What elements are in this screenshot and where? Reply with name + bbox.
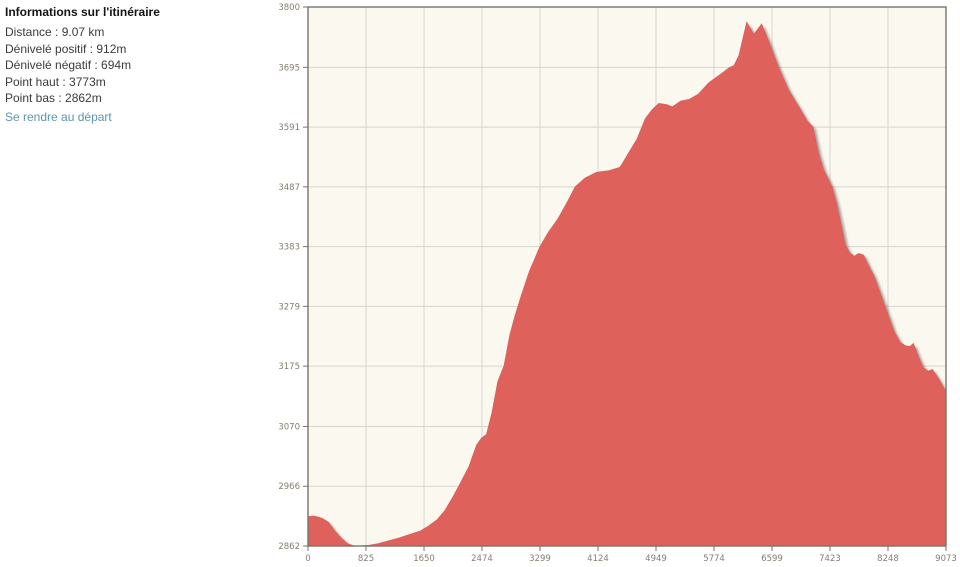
x-axis-tick-label: 7423 xyxy=(819,554,841,564)
x-axis-tick-label: 0 xyxy=(305,554,310,564)
x-axis-tick-label: 1650 xyxy=(413,554,435,564)
x-axis-tick-label: 4949 xyxy=(645,554,667,564)
route-info-high-point: Point haut : 3773m xyxy=(5,74,106,89)
y-axis-tick-label: 3175 xyxy=(278,362,300,372)
y-axis-tick-label: 3070 xyxy=(278,422,300,432)
x-axis-tick-label: 3299 xyxy=(529,554,551,564)
x-axis-tick-label: 2474 xyxy=(471,554,493,564)
y-axis-tick-label: 3800 xyxy=(278,3,300,13)
y-axis-tick-label: 2862 xyxy=(278,542,300,552)
y-axis-tick-label: 2966 xyxy=(278,482,300,492)
x-axis-tick-label: 8248 xyxy=(877,554,899,564)
route-info-panel: Informations sur l'itinéraire Distance :… xyxy=(5,5,265,125)
y-axis-tick-label: 3279 xyxy=(278,302,300,312)
elevation-area xyxy=(308,21,946,546)
x-axis-tick-label: 9073 xyxy=(935,554,957,564)
y-axis-tick-label: 3487 xyxy=(278,183,300,193)
x-axis-tick-label: 5774 xyxy=(703,554,725,564)
y-axis-tick-label: 3383 xyxy=(278,243,300,253)
x-axis-tick-label: 6599 xyxy=(761,554,783,564)
y-axis-tick-label: 3591 xyxy=(278,123,300,133)
x-axis-tick-label: 825 xyxy=(358,554,374,564)
link-se-rendre-au-depart[interactable]: Se rendre au départ xyxy=(5,109,112,124)
route-info-elevation-loss: Dénivelé négatif : 694m xyxy=(5,58,132,72)
route-info-distance: Distance : 9.07 km xyxy=(5,25,105,39)
elevation-area-group xyxy=(308,21,946,546)
y-axis-tick-label: 3695 xyxy=(278,63,300,73)
plot-border xyxy=(307,6,947,547)
route-info-low-point: Point bas : 2862m xyxy=(5,91,102,105)
route-info-title: Informations sur l'itinéraire xyxy=(5,5,160,19)
route-info-elevation-gain: Dénivelé positif : 912m xyxy=(5,41,127,56)
x-axis-tick-label: 4124 xyxy=(587,554,609,564)
